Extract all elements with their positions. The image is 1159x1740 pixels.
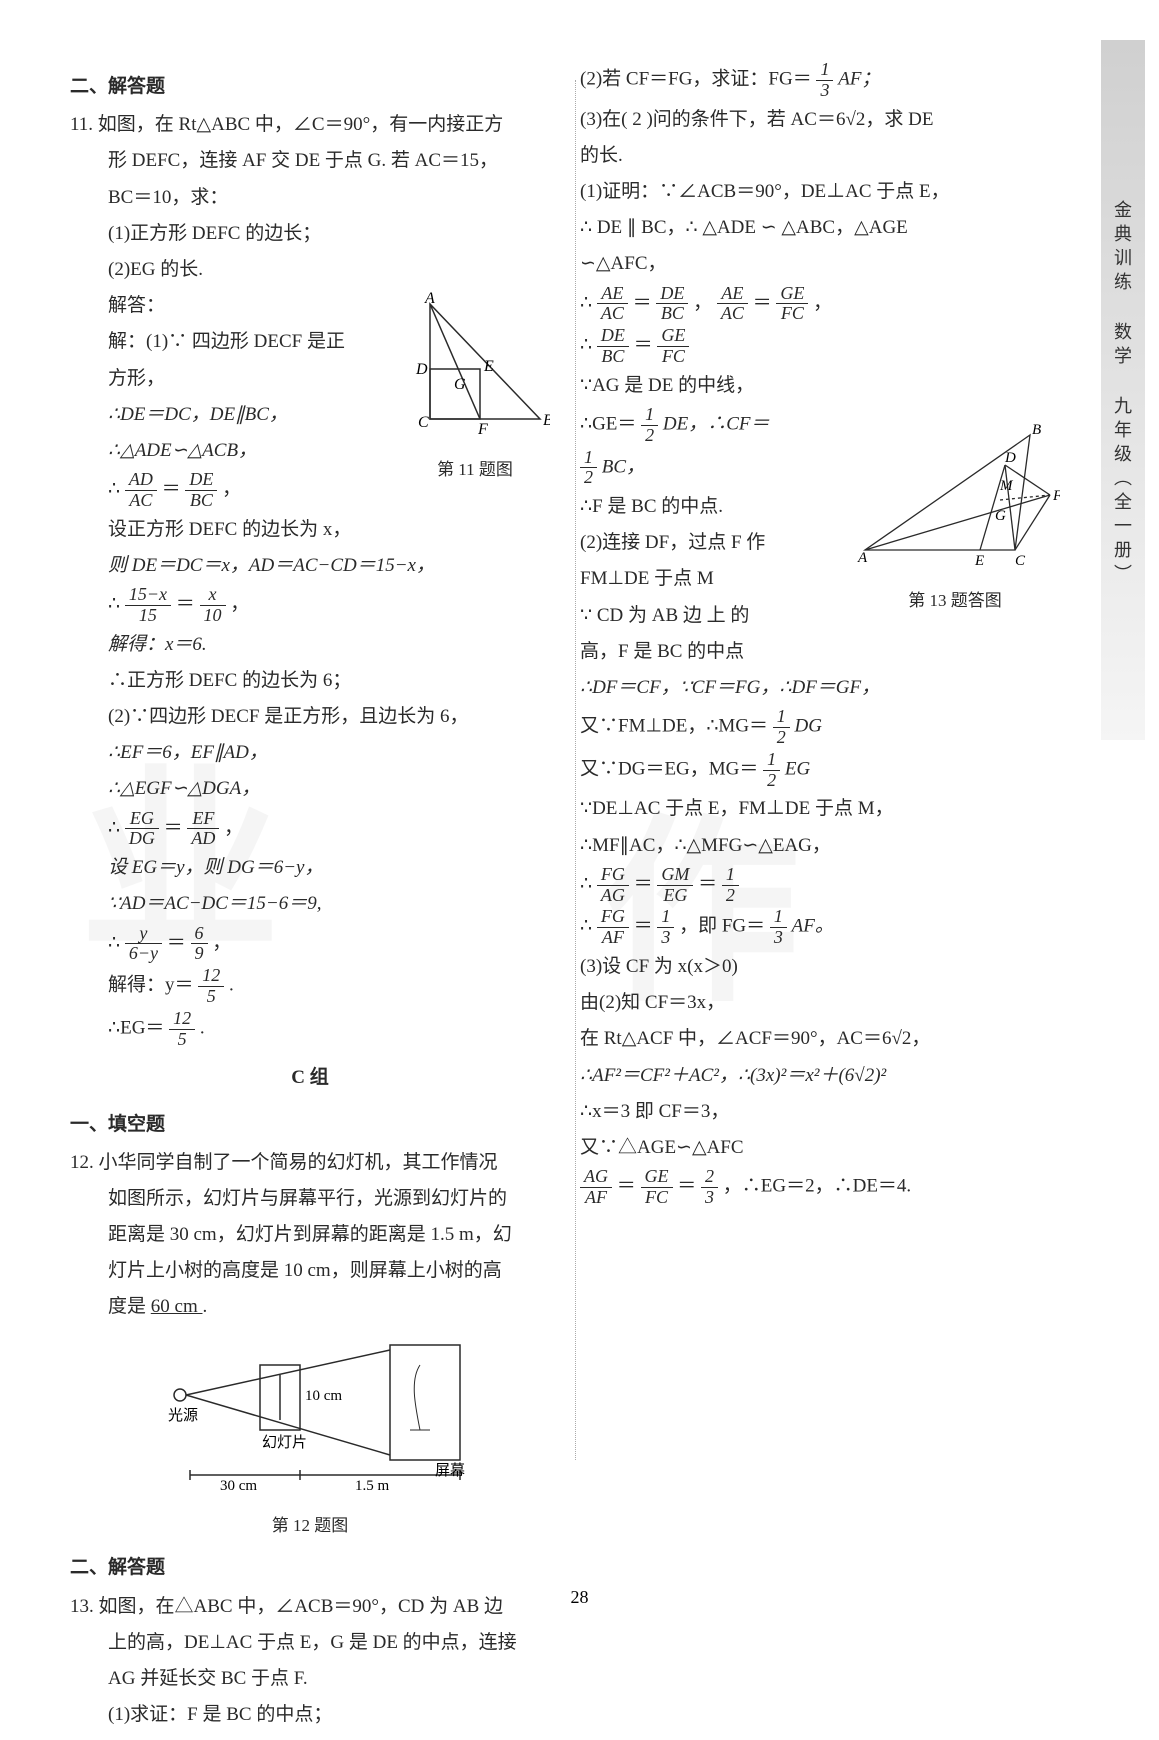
p11-line3: BC＝10，求： xyxy=(70,181,550,215)
r19: ∴ FGAF ＝ 13 ，即 FG＝ 13 AF。 xyxy=(580,907,1060,948)
r13: ∴DF＝CF，∵CF＝FG，∴DF＝GF， xyxy=(580,671,1060,705)
figure-13: A B C D E F G M 第 13 题答图 xyxy=(850,420,1060,617)
p13-l2: 上的高，DE⊥AC 于点 E，G 是 DE 的中点，连接 xyxy=(70,1626,550,1660)
fig12-slide: 幻灯片 xyxy=(262,1434,307,1451)
r2b: 的长. xyxy=(580,139,1060,173)
p12-l1: 12. 小华同学自制了一个简易的幻灯机，其工作情况 xyxy=(70,1146,550,1180)
projector-diagram: 光源 幻灯片 屏幕 10 cm 30 cm 1.5 m xyxy=(150,1335,470,1495)
label-F: F xyxy=(477,421,488,438)
r3: (1)证明：∵∠ACB＝90°，DE⊥AC 于点 E， xyxy=(580,175,1060,209)
right-column: (2)若 CF＝FG，求证：FG＝ 13 AF； (3)在( 2 )问的条件下，… xyxy=(580,60,1060,1740)
label-C: C xyxy=(418,414,429,431)
problem-13: 13. 如图，在△ABC 中，∠ACB＝90°，CD 为 AB 边 上的高，DE… xyxy=(70,1590,550,1733)
p11-q2: (2)EG 的长. xyxy=(70,253,550,287)
label-E: E xyxy=(483,358,494,375)
figure-12: 光源 幻灯片 屏幕 10 cm 30 cm 1.5 m 第 12 题图 xyxy=(70,1335,550,1542)
fig12-caption: 第 12 题图 xyxy=(70,1511,550,1542)
r6: ∴ DEBC ＝ GEFC xyxy=(580,326,1060,367)
r2a: (3)在( 2 )问的条件下，若 AC＝6√2，求 DE xyxy=(580,103,1060,137)
p11-s15: ∵AD＝AC−DC＝15−6＝9, xyxy=(70,887,550,921)
triangle-13-icon: A B C D E F G M xyxy=(850,420,1060,570)
p13-l3: AG 并延长交 BC 于点 F. xyxy=(70,1662,550,1696)
p11-s11: ∴EF＝6，EF∥AD， xyxy=(70,736,550,770)
svg-text:A: A xyxy=(857,550,868,566)
r26: AGAF ＝ GEFC ＝ 23 ，∴EG＝2，∴DE＝4. xyxy=(580,1167,1060,1208)
p11-line1: 11. 如图，在 Rt△ABC 中，∠C＝90°，有一内接正方 xyxy=(70,108,550,142)
triangle-icon: A B C D E F G xyxy=(400,289,550,439)
sidebar-bottom: 数学 九年级（全一册） xyxy=(1112,322,1132,588)
problem-11: 11. 如图，在 Rt△ABC 中，∠C＝90°，有一内接正方 形 DEFC，连… xyxy=(70,108,550,1049)
fig11-caption: 第 11 题图 xyxy=(400,455,550,486)
p11-line2: 形 DEFC，连接 AF 交 DE 于点 G. 若 AC＝15， xyxy=(70,144,550,178)
fig12-screen: 屏幕 xyxy=(435,1462,465,1479)
svg-text:M: M xyxy=(999,478,1014,494)
svg-text:E: E xyxy=(974,553,984,569)
r4b: ∽△AFC， xyxy=(580,247,1060,281)
r21: 由(2)知 CF＝3x， xyxy=(580,986,1060,1020)
fig12-d1: 30 cm xyxy=(220,1478,257,1494)
label-B: B xyxy=(543,412,550,429)
r15: 又∵DG＝EG，MG＝ 12 EG xyxy=(580,750,1060,791)
p11-s5: 设正方形 DEFC 的边长为 x， xyxy=(70,513,550,547)
figure-11: A B C D E F G 第 11 题图 xyxy=(400,289,550,486)
r23: ∴AF²＝CF²＋AC²，∴(3x)²＝x²＋(6√2)² xyxy=(580,1059,1060,1093)
p11-s18: ∴EG＝ 125 . xyxy=(70,1009,550,1050)
p11-s9: ∴正方形 DEFC 的边长为 6； xyxy=(70,664,550,698)
problem-12: 12. 小华同学自制了一个简易的幻灯机，其工作情况 如图所示，幻灯片与屏幕平行，… xyxy=(70,1146,550,1542)
p12-answer: 60 cm xyxy=(151,1296,203,1317)
r25: 又∵△AGE∽△AFC xyxy=(580,1131,1060,1165)
r1: (2)若 CF＝FG，求证：FG＝ 13 AF； xyxy=(580,60,1060,101)
p11-s6: 则 DE＝DC＝x，AD＝AC−CD＝15−x， xyxy=(70,549,550,583)
r4: ∴ DE ∥ BC，∴ △ADE ∽ △ABC，△AGE xyxy=(580,211,1060,245)
p13-l1: 13. 如图，在△ABC 中，∠ACB＝90°，CD 为 AB 边 xyxy=(70,1590,550,1624)
column-divider xyxy=(575,80,576,1460)
left-column: 二、解答题 11. 如图，在 Rt△ABC 中，∠C＝90°，有一内接正方 形 … xyxy=(70,60,550,1740)
label-D: D xyxy=(415,361,428,378)
r20: (3)设 CF 为 x(x＞0) xyxy=(580,950,1060,984)
fig13-caption: 第 13 题答图 xyxy=(850,586,1060,617)
svg-text:C: C xyxy=(1015,553,1026,569)
p11-q1: (1)正方形 DEFC 的边长； xyxy=(70,217,550,251)
r24: ∴x＝3 即 CF＝3， xyxy=(580,1095,1060,1129)
r22: 在 Rt△ACF 中，∠ACF＝90°，AC＝6√2， xyxy=(580,1022,1060,1056)
svg-text:G: G xyxy=(995,508,1006,524)
p11-s12: ∴△EGF∽△DGA， xyxy=(70,772,550,806)
p11-s17: 解得：y＝ 125 . xyxy=(70,966,550,1007)
p13-l4: (1)求证：F 是 BC 的中点； xyxy=(70,1698,550,1732)
r7: ∵AG 是 DE 的中线， xyxy=(580,369,1060,403)
p11-s7: ∴ 15−x15 ＝ x10 ， xyxy=(70,585,550,626)
group-c-label: C 组 xyxy=(70,1061,550,1095)
fig12-h: 10 cm xyxy=(305,1388,342,1404)
r18: ∴ FGAG ＝ GMEG ＝ 12 xyxy=(580,865,1060,906)
fig12-d2: 1.5 m xyxy=(355,1478,390,1494)
label-A: A xyxy=(424,290,435,307)
p11-s16: ∴ y6−y ＝ 69 ， xyxy=(70,924,550,965)
sidebar-top: 金典训练 xyxy=(1112,200,1132,296)
page-content: 二、解答题 11. 如图，在 Rt△ABC 中，∠C＝90°，有一内接正方 形 … xyxy=(70,60,1109,1740)
p11-s10: (2)∵四边形 DECF 是正方形，且边长为 6， xyxy=(70,700,550,734)
section-heading-1: 二、解答题 xyxy=(70,70,550,104)
p11-s8: 解得：x＝6. xyxy=(70,628,550,662)
r14: 又∵FM⊥DE，∴MG＝ 12 DG xyxy=(580,707,1060,748)
p12-l5: 度是 60 cm . xyxy=(70,1290,550,1324)
r17: ∴MF∥AC，∴△MFG∽△EAG， xyxy=(580,829,1060,863)
svg-text:F: F xyxy=(1052,488,1060,504)
page-number: 28 xyxy=(571,1587,589,1608)
svg-text:B: B xyxy=(1032,422,1041,438)
r12b: 高，F 是 BC 的中点 xyxy=(580,635,1060,669)
p12-l4: 灯片上小树的高度是 10 cm，则屏幕上小树的高 xyxy=(70,1254,550,1288)
p11-s14: 设 EG＝y，则 DG＝6−y， xyxy=(70,851,550,885)
fig12-source: 光源 xyxy=(168,1407,198,1424)
section-heading-3: 二、解答题 xyxy=(70,1551,550,1585)
r16: ∵DE⊥AC 于点 E，FM⊥DE 于点 M， xyxy=(580,792,1060,826)
p11-s13: ∴ EGDG ＝ EFAD ， xyxy=(70,809,550,850)
p12-l2: 如图所示，幻灯片与屏幕平行，光源到幻灯片的 xyxy=(70,1182,550,1216)
label-G: G xyxy=(454,376,466,393)
sidebar-text: 金典训练 数学 九年级（全一册） xyxy=(1107,200,1135,588)
p12-l3: 距离是 30 cm，幻灯片到屏幕的距离是 1.5 m，幻 xyxy=(70,1218,550,1252)
section-heading-2: 一、填空题 xyxy=(70,1108,550,1142)
r5: ∴ AEAC ＝ DEBC ， AEAC ＝ GEFC ， xyxy=(580,284,1060,325)
svg-text:D: D xyxy=(1004,450,1016,466)
